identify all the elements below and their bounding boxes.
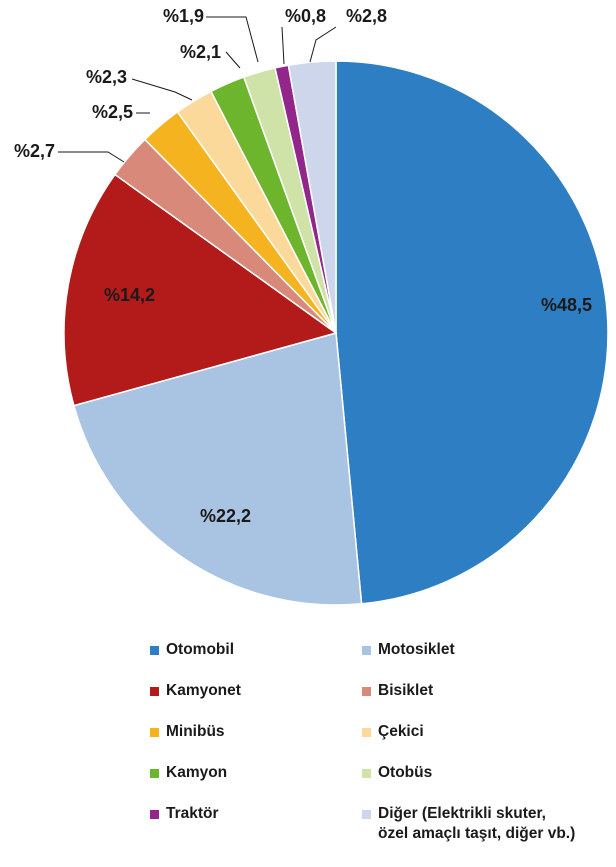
slice-label-bisiklet: %2,7 — [14, 141, 55, 161]
slice-label-traktor: %0,8 — [285, 6, 326, 26]
slice-label-motosiklet: %22,2 — [200, 506, 251, 526]
slice-label-diger: %2,8 — [346, 6, 387, 26]
pie-slices — [63, 60, 609, 606]
legend-item-otobus: Otobüs — [362, 763, 610, 804]
legend-label-cekici: Çekici — [378, 723, 424, 740]
legend-swatch-bisiklet — [362, 687, 371, 696]
legend-item-traktor: Traktör — [150, 804, 362, 845]
legend-item-otomobil: Otomobil — [150, 640, 362, 681]
slice-label-minibus: %2,5 — [92, 102, 133, 122]
leader-line-traktor — [281, 26, 285, 65]
legend-item-motosiklet: Motosiklet — [362, 640, 610, 681]
pie-slice-diger — [287, 60, 337, 334]
legend-label-bisiklet: Bisiklet — [378, 682, 434, 699]
pie-slice-otomobil — [335, 60, 609, 605]
legend-label-otomobil: Otomobil — [166, 641, 235, 658]
legend-item-kamyonet: Kamyonet — [150, 681, 362, 722]
legend-swatch-minibus — [150, 728, 159, 737]
legend-label-kamyonet: Kamyonet — [166, 682, 241, 699]
pie-slice-kamyonet — [63, 173, 338, 407]
slice-label-cekici: %2,3 — [86, 67, 127, 87]
leader-line-kamyon — [225, 51, 241, 69]
legend-swatch-diger — [362, 810, 371, 819]
slice-label-otomobil: %48,5 — [541, 295, 592, 315]
legend-label-diger: Diğer (Elektrikli skuter, özel amaçlı ta… — [378, 805, 576, 842]
leader-line-diger — [309, 26, 337, 63]
legend-swatch-kamyonet — [150, 687, 159, 696]
legend-swatch-motosiklet — [362, 646, 371, 655]
legend-label-otobus: Otobüs — [378, 764, 433, 781]
leader-line-cekici — [131, 78, 193, 101]
legend-label-traktor: Traktör — [166, 805, 219, 822]
legend-label-kamyon: Kamyon — [166, 764, 228, 781]
legend-item-cekici: Çekici — [362, 722, 610, 763]
legend-item-minibus: Minibüs — [150, 722, 362, 763]
legend: Otomobil Motosiklet Kamyonet Bisiklet Mi… — [150, 640, 610, 845]
slice-label-kamyonet: %14,2 — [104, 285, 155, 305]
slice-labels: %48,5 %22,2 %14,2 %2,7 %2,5 %2,3 %2,1 %1,9 %0,8%… — [14, 6, 592, 526]
pie-slice-motosiklet — [72, 332, 363, 606]
legend-label-minibus: Minibüs — [166, 723, 225, 740]
leader-lines — [58, 16, 337, 163]
leader-line-bisiklet — [58, 151, 125, 163]
legend-label-motosiklet: Motosiklet — [378, 641, 455, 658]
legend-swatch-otobus — [362, 769, 371, 778]
legend-swatch-traktor — [150, 810, 159, 819]
legend-swatch-kamyon — [150, 769, 159, 778]
legend-swatch-cekici — [362, 728, 371, 737]
legend-item-bisiklet: Bisiklet — [362, 681, 610, 722]
legend-item-kamyon: Kamyon — [150, 763, 362, 804]
slice-label-otobus: %1,9 — [163, 6, 204, 26]
slice-label-kamyon: %2,1 — [180, 42, 221, 62]
legend-item-diger: Diğer (Elektrikli skuter, özel amaçlı ta… — [362, 804, 610, 845]
leader-line-otobus — [206, 16, 259, 63]
legend-swatch-otomobil — [150, 646, 159, 655]
